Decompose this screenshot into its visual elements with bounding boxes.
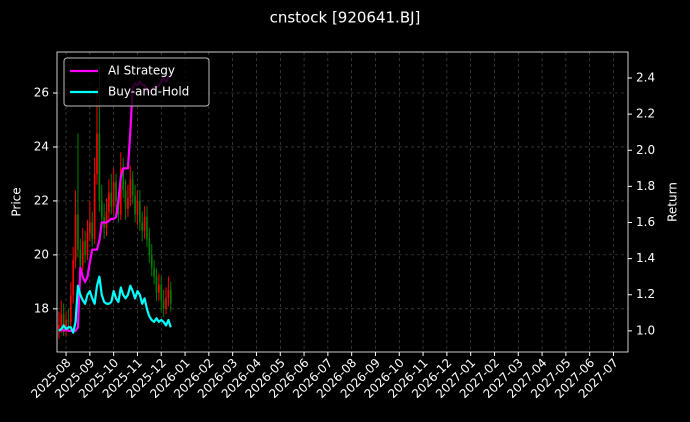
- candle-body: [81, 241, 84, 266]
- chart-title: cnstock [920641.BJ]: [270, 9, 421, 27]
- legend-label: Buy-and-Hold: [108, 85, 189, 99]
- y2-tick-label: 2.2: [636, 107, 655, 121]
- candle-body: [89, 222, 91, 234]
- candle-body: [155, 276, 158, 293]
- candle-body: [105, 211, 108, 228]
- y2-tick-label: 2.0: [636, 143, 655, 157]
- y2-tick-label: 1.4: [636, 251, 655, 265]
- legend-label: AI Strategy: [108, 64, 175, 78]
- candle-body: [143, 217, 146, 231]
- candle-body: [165, 298, 167, 309]
- candle-body: [62, 314, 65, 328]
- candle-body: [69, 295, 72, 323]
- candle-body: [72, 260, 75, 296]
- candle-body: [150, 254, 153, 269]
- candle-body: [100, 200, 103, 218]
- candle-body: [65, 319, 67, 328]
- y-tick-label: 24: [34, 139, 49, 153]
- candle-body: [160, 284, 163, 301]
- y-tick-label: 26: [34, 86, 49, 100]
- legend-box: [63, 57, 210, 107]
- candle-body: [146, 217, 148, 239]
- candle-body: [98, 133, 101, 201]
- candle-body: [119, 168, 122, 215]
- candle-body: [84, 241, 86, 255]
- y2-axis-label: Return: [666, 182, 680, 222]
- candle-body: [158, 284, 160, 293]
- candle-body: [122, 168, 125, 191]
- y-tick-label: 18: [34, 301, 49, 315]
- candle-body: [141, 222, 144, 231]
- candle-body: [167, 289, 170, 299]
- candle-body: [127, 198, 129, 210]
- y2-tick-label: 1.6: [636, 215, 655, 229]
- candle-body: [124, 190, 127, 210]
- y2-tick-label: 2.4: [636, 71, 655, 85]
- candle-body: [67, 319, 70, 323]
- candle-body: [91, 222, 94, 239]
- candle-body: [134, 195, 136, 215]
- candle-body: [108, 192, 110, 212]
- candle-body: [74, 214, 77, 261]
- candle-body: [129, 179, 132, 199]
- candle-body: [77, 214, 79, 250]
- y2-tick-label: 1.8: [636, 179, 655, 193]
- plot-frame: [56, 51, 629, 353]
- candle-body: [110, 192, 113, 207]
- candle-body: [131, 179, 134, 196]
- y-axis-label: Price: [10, 187, 24, 216]
- candle-body: [115, 182, 117, 201]
- candle-body: [169, 289, 172, 304]
- candle-body: [153, 268, 155, 277]
- candle-body: [60, 314, 63, 326]
- candle-body: [148, 238, 151, 255]
- y2-tick-label: 1.0: [636, 323, 655, 337]
- y-tick-label: 20: [34, 247, 49, 261]
- candle-body: [162, 300, 165, 309]
- y2-tick-label: 1.2: [636, 287, 655, 301]
- candle-body: [93, 173, 96, 239]
- y-tick-label: 22: [34, 193, 49, 207]
- candle-body: [96, 133, 98, 174]
- candle-body: [79, 249, 82, 266]
- candle-body: [138, 200, 141, 223]
- candle-body: [86, 233, 89, 255]
- candle-body: [136, 200, 139, 215]
- candle-body: [112, 182, 115, 207]
- series-line: [58, 275, 172, 334]
- candle-body: [58, 325, 60, 331]
